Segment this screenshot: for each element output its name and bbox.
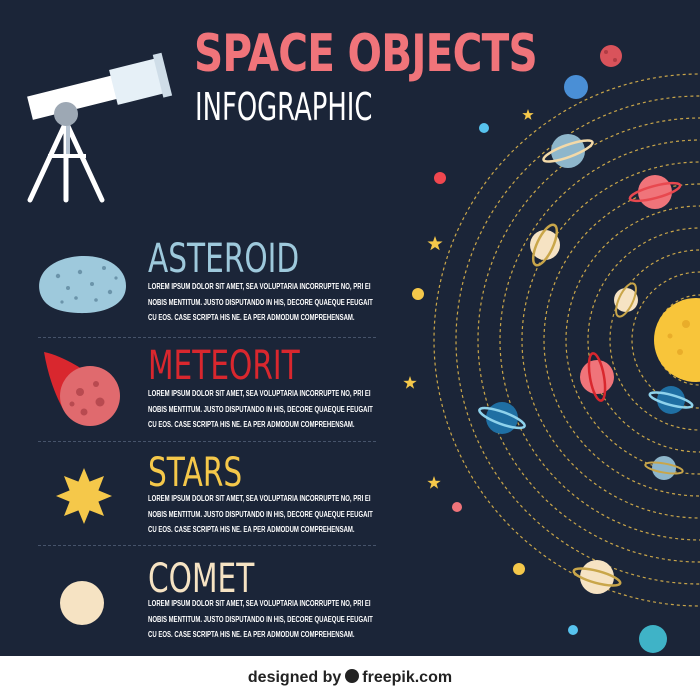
section-divider xyxy=(38,441,376,442)
credit-brand-link[interactable]: freepik.com xyxy=(362,669,453,686)
planet-icon xyxy=(513,563,525,575)
page-title: SPACE OBJECTS xyxy=(194,24,538,84)
orbit-rings xyxy=(433,73,700,607)
planet-icon xyxy=(479,123,489,133)
meteorite-icon xyxy=(44,352,120,426)
ringed-planet-icon xyxy=(572,560,622,594)
planet-icon xyxy=(452,502,462,512)
planet-icon xyxy=(639,625,667,653)
section-heading-asteroid: ASTEROID xyxy=(148,236,300,282)
ringed-planet-icon xyxy=(614,282,638,318)
ringed-planet-icon xyxy=(542,134,594,168)
small-star-icon xyxy=(522,109,534,120)
ringed-planet-icon xyxy=(648,386,694,414)
planet-icon xyxy=(412,288,424,300)
asteroid-icon xyxy=(39,256,126,314)
section-body-stars: LOREM IPSUM DOLOR SIT AMET, SEA VOLUPTAR… xyxy=(148,494,373,534)
section-body-meteorit: LOREM IPSUM DOLOR SIT AMET, SEA VOLUPTAR… xyxy=(148,389,373,429)
ringed-planet-icon xyxy=(644,456,684,480)
section-heading-meteorit: METEORIT xyxy=(148,343,300,389)
section-body-comet: LOREM IPSUM DOLOR SIT AMET, SEA VOLUPTAR… xyxy=(148,599,373,639)
planet-icon xyxy=(600,45,622,67)
section-divider xyxy=(38,545,376,546)
planet-icon xyxy=(568,625,578,635)
small-star-icon xyxy=(403,376,417,389)
solar-system-illustration xyxy=(403,45,700,653)
section-heading-comet: COMET xyxy=(148,556,255,602)
star-icon xyxy=(56,468,112,524)
ringed-planet-icon xyxy=(580,352,614,402)
section-body-asteroid: LOREM IPSUM DOLOR SIT AMET, SEA VOLUPTAR… xyxy=(148,282,373,322)
footer-bar: designed by freepik.com xyxy=(0,656,700,700)
ringed-planet-icon xyxy=(478,402,526,434)
planet-icon xyxy=(564,75,588,99)
section-heading-stars: STARS xyxy=(148,450,243,496)
telescope-icon xyxy=(27,52,173,203)
credit-line: designed by freepik.com xyxy=(0,666,700,690)
page-subtitle: INFOGRAPHIC xyxy=(195,85,373,129)
planet-icon xyxy=(434,172,446,184)
ringed-planet-icon xyxy=(628,175,682,209)
small-star-icon xyxy=(427,476,441,489)
ringed-planet-icon xyxy=(530,223,560,267)
credit-prefix: designed by xyxy=(247,669,342,686)
sun-icon xyxy=(654,298,700,382)
small-star-icon xyxy=(427,236,443,251)
freepik-logo-icon xyxy=(345,669,360,683)
comet-icon xyxy=(60,581,104,625)
section-divider xyxy=(38,337,376,338)
